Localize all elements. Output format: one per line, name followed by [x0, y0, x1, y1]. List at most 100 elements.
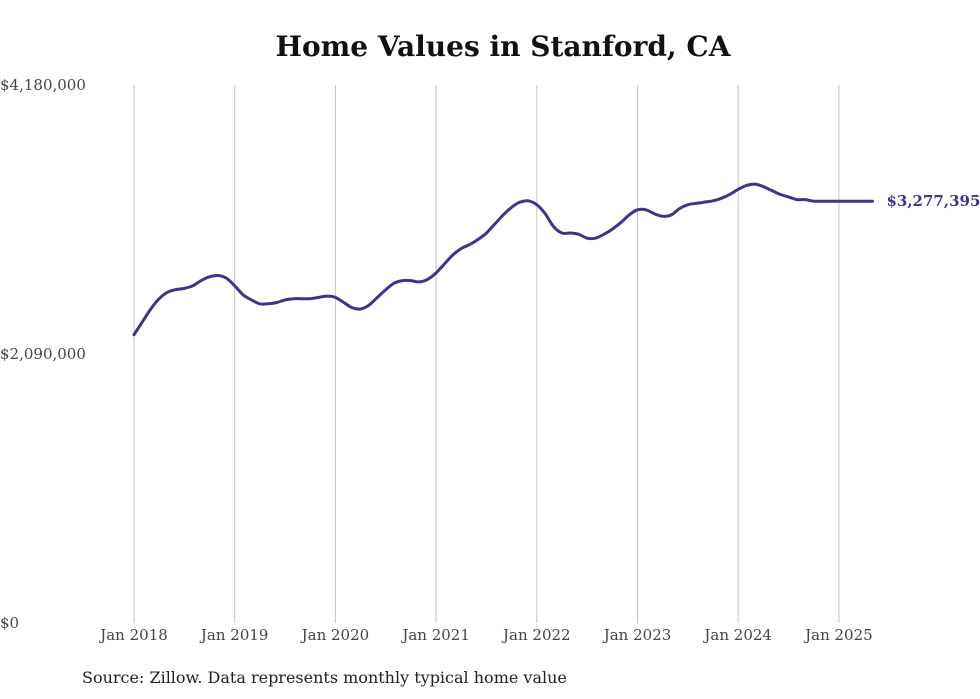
data-point	[829, 200, 832, 203]
data-point	[418, 280, 421, 283]
series-layer	[132, 182, 874, 337]
data-point	[569, 232, 572, 235]
data-point	[619, 221, 622, 224]
data-point	[191, 284, 194, 287]
data-point	[678, 207, 681, 210]
data-point	[174, 288, 177, 291]
data-point	[384, 288, 387, 291]
data-point	[871, 200, 874, 203]
chart-title: Home Values in Stanford, CA	[275, 30, 731, 63]
data-point	[401, 279, 404, 282]
data-point	[661, 215, 664, 218]
data-point	[435, 271, 438, 274]
data-point	[334, 296, 337, 299]
data-point	[703, 201, 706, 204]
data-point	[728, 193, 731, 196]
data-point	[577, 233, 580, 236]
data-point	[695, 202, 698, 205]
end-label-layer: $3,277,395	[886, 192, 980, 210]
x-tick-label: Jan 2022	[501, 626, 571, 644]
data-point	[183, 287, 186, 290]
data-point	[846, 200, 849, 203]
data-point	[779, 193, 782, 196]
data-point	[460, 247, 463, 250]
x-tick-label: Jan 2019	[199, 626, 269, 644]
data-point	[720, 197, 723, 200]
data-point	[787, 195, 790, 198]
data-point	[443, 262, 446, 265]
x-tick-label: Jan 2020	[300, 626, 370, 644]
data-point	[275, 301, 278, 304]
data-point	[309, 297, 312, 300]
data-point	[762, 185, 765, 188]
data-point	[317, 296, 320, 299]
data-point	[653, 212, 656, 215]
data-point	[326, 295, 329, 298]
data-point	[149, 307, 152, 310]
data-point	[611, 228, 614, 231]
data-point	[158, 297, 161, 300]
data-point	[451, 253, 454, 256]
gridlines	[133, 85, 840, 623]
data-point	[485, 232, 488, 235]
x-tick-label: Jan 2018	[98, 626, 168, 644]
data-point	[854, 200, 857, 203]
data-point	[586, 237, 589, 240]
data-point	[493, 223, 496, 226]
data-point	[468, 243, 471, 246]
data-point	[359, 307, 362, 310]
data-point	[267, 302, 270, 305]
x-tick-label: Jan 2023	[602, 626, 672, 644]
data-point	[409, 279, 412, 282]
y-tick-label: $0	[0, 614, 19, 632]
data-point	[812, 200, 815, 203]
data-point	[393, 282, 396, 285]
data-point	[300, 297, 303, 300]
data-point	[133, 333, 136, 336]
data-point	[628, 213, 631, 216]
data-point	[837, 200, 840, 203]
data-point	[644, 208, 647, 211]
data-point	[535, 203, 538, 206]
series-line	[132, 182, 874, 337]
data-point	[141, 320, 144, 323]
data-point	[670, 213, 673, 216]
data-point	[544, 212, 547, 215]
data-point	[477, 238, 480, 241]
data-point	[560, 232, 563, 235]
data-point	[602, 233, 605, 236]
data-point	[502, 213, 505, 216]
data-point	[795, 198, 798, 201]
data-point	[594, 237, 597, 240]
data-point	[510, 206, 513, 209]
x-axis-ticks: Jan 2018 Jan 2019 Jan 2020 Jan 2021 Jan 2022…	[98, 626, 872, 644]
data-point	[242, 293, 245, 296]
data-point	[292, 297, 295, 300]
data-point	[351, 306, 354, 309]
data-point	[233, 284, 236, 287]
data-point	[208, 275, 211, 278]
x-tick-label: Jan 2021	[400, 626, 470, 644]
source-note: Source: Zillow. Data represents monthly …	[82, 668, 567, 687]
data-point	[216, 274, 219, 277]
data-point	[342, 301, 345, 304]
x-tick-label: Jan 2025	[803, 626, 873, 644]
data-point	[552, 225, 555, 228]
y-axis-ticks: $0 $2,090,000 $4,180,000	[0, 76, 86, 632]
data-point	[225, 277, 228, 280]
data-point	[426, 278, 429, 281]
data-point	[519, 201, 522, 204]
data-point	[804, 198, 807, 201]
data-point	[284, 298, 287, 301]
data-point	[200, 279, 203, 282]
data-point	[770, 189, 773, 192]
end-value-label: $3,277,395	[886, 192, 980, 210]
data-point	[686, 203, 689, 206]
data-point	[636, 208, 639, 211]
data-point	[258, 302, 261, 305]
y-tick-label: $2,090,000	[0, 345, 86, 363]
data-point	[166, 291, 169, 294]
data-point	[527, 199, 530, 202]
data-point	[745, 184, 748, 187]
